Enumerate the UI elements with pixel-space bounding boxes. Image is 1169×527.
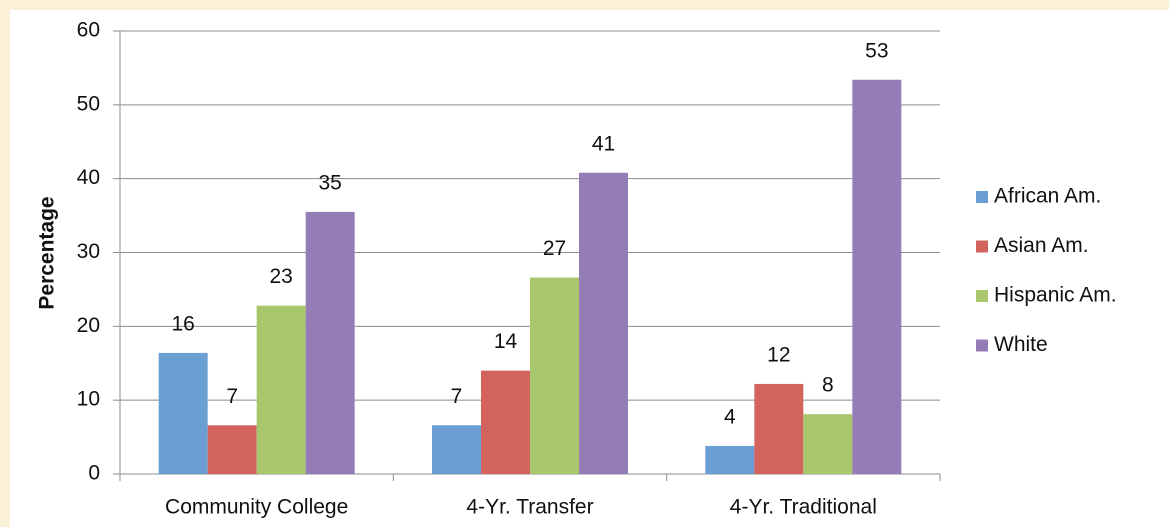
legend-swatch (976, 339, 988, 352)
y-tick-label: 30 (77, 240, 100, 263)
legend-label: Hispanic Am. (994, 284, 1117, 307)
value-label: 12 (767, 343, 790, 366)
y-tick-label: 20 (77, 314, 100, 337)
legend-label: Asian Am. (994, 234, 1089, 257)
value-label: 35 (318, 171, 341, 194)
value-label: 53 (865, 39, 888, 62)
bar (803, 414, 853, 474)
y-axis-label: Percentage (36, 196, 59, 309)
value-label: 7 (226, 385, 238, 408)
bar (754, 383, 804, 474)
y-tick-label: 40 (77, 166, 100, 189)
legend-swatch (976, 290, 988, 302)
y-tick-label: 50 (77, 92, 100, 115)
legend-swatch (976, 191, 988, 203)
value-label: 14 (494, 330, 518, 353)
x-tick-label: Community College (165, 496, 348, 519)
value-label: 41 (592, 132, 615, 155)
value-label: 16 (171, 312, 194, 335)
y-tick-label: 10 (77, 388, 100, 411)
legend-label: White (994, 333, 1048, 356)
bar (207, 425, 257, 474)
y-tick-label: 0 (88, 462, 100, 485)
value-label: 27 (543, 237, 566, 260)
bar (432, 425, 481, 474)
x-tick-label: 4-Yr. Traditional (730, 496, 877, 519)
legend-label: African Am. (994, 185, 1101, 208)
value-label: 8 (822, 374, 834, 397)
x-tick-label: 4-Yr. Transfer (466, 496, 593, 519)
y-tick-label: 60 (77, 19, 100, 42)
bar (158, 352, 208, 474)
value-label: 4 (724, 405, 736, 428)
value-label: 23 (269, 265, 292, 288)
legend-swatch (976, 240, 988, 253)
bar (481, 370, 530, 474)
bar (579, 172, 628, 474)
bar (256, 305, 306, 474)
bar (530, 277, 579, 474)
bar (852, 79, 902, 474)
value-label: 7 (451, 385, 463, 408)
bar (305, 211, 355, 474)
bar (705, 445, 755, 474)
